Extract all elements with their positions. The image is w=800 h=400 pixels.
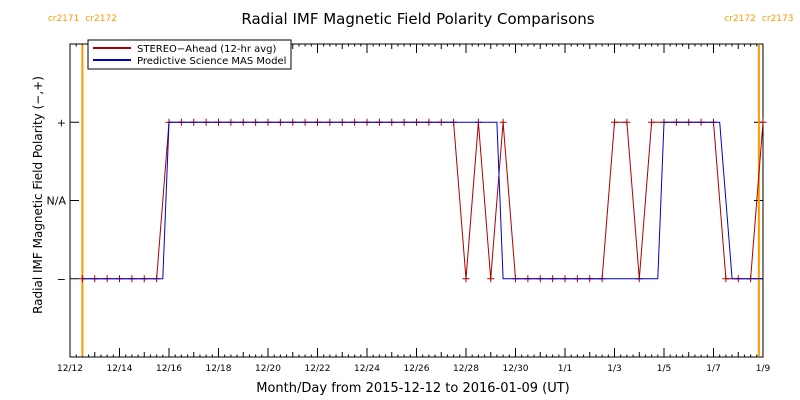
carrington-label-right: cr2173 — [762, 14, 794, 24]
y-tick-label: N/A — [47, 195, 67, 208]
data-point-marker — [722, 275, 730, 283]
carrington-label-right: cr2172 — [85, 14, 117, 24]
x-tick-label: 1/1 — [558, 364, 572, 374]
y-tick-label: − — [57, 273, 66, 286]
series-line-mas-model — [82, 121, 763, 280]
x-tick-label: 12/14 — [107, 364, 133, 374]
data-point-marker — [759, 118, 767, 126]
carrington-label-left: cr2171 — [48, 14, 80, 24]
data-point-marker — [499, 118, 507, 126]
x-tick-label: 12/12 — [57, 364, 83, 374]
legend-label-stereo: STEREO−Ahead (12-hr avg) — [137, 44, 277, 55]
y-axis-label: Radial IMF Magnetic Field Polarity (−,+) — [31, 76, 45, 314]
x-axis-label: Month/Day from 2015-12-12 to 2016-01-09 … — [256, 381, 569, 396]
x-tick-label: 12/28 — [453, 364, 479, 374]
data-point-marker — [462, 275, 470, 283]
carrington-label-left: cr2172 — [724, 14, 756, 24]
x-tick-label: 12/30 — [503, 364, 529, 374]
legend: STEREO−Ahead (12-hr avg) Predictive Scie… — [87, 39, 292, 70]
x-tick-label: 12/26 — [404, 364, 430, 374]
x-tick-label: 1/9 — [756, 364, 771, 374]
y-axis-ticks: − N/A + — [47, 116, 763, 286]
plot-frame — [69, 43, 764, 358]
x-tick-label: 12/20 — [255, 364, 281, 374]
x-tick-label: 12/16 — [156, 364, 182, 374]
data-point-marker — [623, 118, 631, 126]
x-tick-label: 12/24 — [354, 364, 380, 374]
data-point-marker — [611, 118, 618, 126]
x-tick-label: 1/3 — [607, 364, 621, 374]
chart-title: Radial IMF Magnetic Field Polarity Compa… — [241, 10, 594, 28]
x-tick-label: 12/22 — [305, 364, 331, 374]
data-point-marker — [487, 275, 495, 283]
data-point-marker — [648, 118, 656, 126]
x-tick-label: 1/7 — [706, 364, 720, 374]
legend-label-mas: Predictive Science MAS Model — [137, 56, 286, 67]
series-layer — [78, 118, 767, 283]
legend-box — [87, 39, 292, 70]
x-tick-label: 1/5 — [657, 364, 671, 374]
x-tick-label: 12/18 — [206, 364, 232, 374]
y-tick-label: + — [57, 116, 66, 129]
carrington-markers: cr2171 cr2172 cr2172 cr2173 — [48, 14, 794, 356]
x-axis-ticks: 12/12 12/14 12/16 12/18 12/20 12/22 12/24 12/26… — [57, 44, 771, 374]
